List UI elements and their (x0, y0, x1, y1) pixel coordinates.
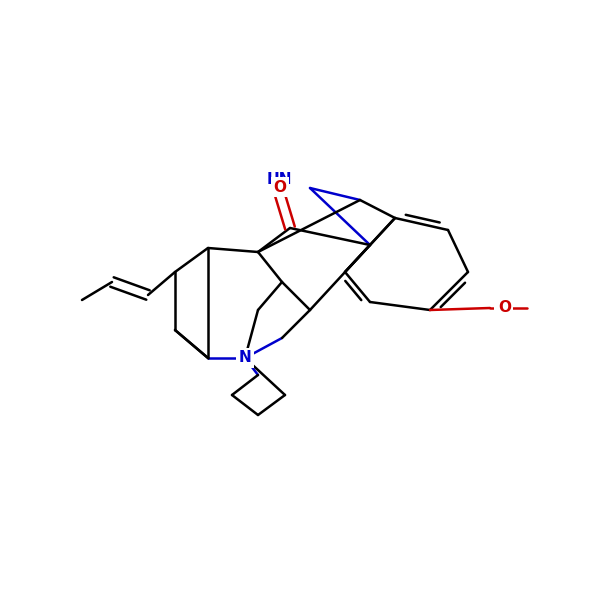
Text: HN: HN (266, 173, 292, 187)
Text: O: O (498, 301, 511, 316)
Text: O: O (496, 301, 509, 316)
Text: N: N (239, 350, 251, 365)
Text: O: O (274, 179, 287, 194)
